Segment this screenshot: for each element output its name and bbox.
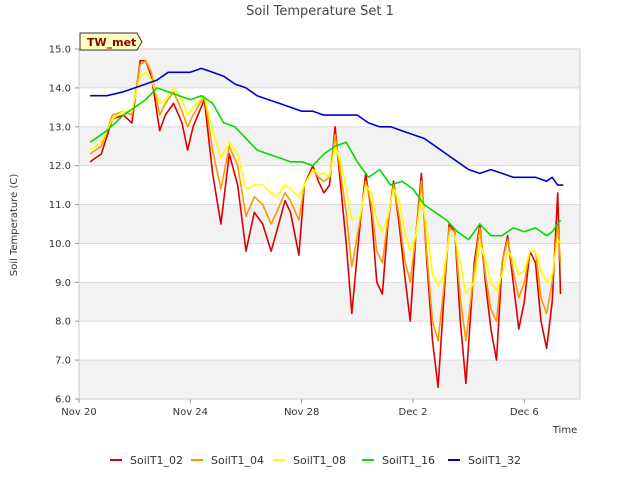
x-tick-label: Nov 20 [61,407,96,418]
y-tick-label: 15.0 [49,45,71,56]
plot-border [78,48,581,400]
station-badge: TW_met [79,32,143,51]
grid-band [79,87,580,127]
legend-item: SoilT1_02 [110,454,183,467]
grid-band [79,126,580,166]
y-tick-label: 14.0 [49,83,71,94]
y-tick-label: 13.0 [49,122,71,133]
y-tick-label: 11.0 [49,200,71,211]
y-tick-label: 8.0 [55,317,71,328]
legend: SoilT1_02 SoilT1_04 SoilT1_08 SoilT1_16 Soil… [110,454,521,467]
grid-band [79,49,580,88]
y-axis-label: Soil Temperature (C) [9,174,20,277]
x-axis-label: Time [552,425,577,436]
legend-item: SoilT1_08 [273,454,346,467]
x-tick-label: Nov 24 [173,407,208,418]
legend-label: SoilT1_16 [382,454,435,467]
legend-item: SoilT1_04 [191,454,264,467]
x-tick-label: Dec 6 [510,407,539,418]
legend-item: SoilT1_16 [362,454,435,467]
x-tick-label: Dec 2 [399,407,428,418]
y-axis-ticks: 6.0 7.0 8.0 9.0 10.0 11.0 12.0 13.0 14.0 15.0 [49,45,79,406]
legend-label: SoilT1_32 [468,454,521,467]
chart-title: Soil Temperature Set 1 [246,4,394,19]
y-tick-label: 12.0 [49,161,71,172]
legend-label: SoilT1_08 [293,454,346,467]
grid-band [79,360,580,399]
y-tick-label: 9.0 [55,278,71,289]
badge-label: TW_met [87,36,136,49]
x-axis-ticks: Nov 20 Nov 24 Nov 28 Dec 2 Dec 6 [61,399,539,418]
legend-item: SoilT1_32 [448,454,521,467]
grid-band [79,204,580,244]
legend-label: SoilT1_02 [130,454,183,467]
legend-label: SoilT1_04 [211,454,264,467]
series-line-soilt1-32 [90,67,564,186]
series-lines [89,59,564,389]
grid-band [79,243,580,283]
plot-background [78,48,581,400]
x-tick-label: Nov 28 [284,407,319,418]
series-line-soilt1-16 [89,87,562,241]
grid-band [79,321,580,361]
series-line-soilt1-04 [89,59,562,342]
badge-frame [79,32,143,51]
grid-band [79,282,580,322]
y-tick-label: 7.0 [55,356,71,367]
series-line-soilt1-08 [89,71,562,295]
y-tick-label: 10.0 [49,239,71,250]
y-tick-label: 6.0 [55,395,71,406]
